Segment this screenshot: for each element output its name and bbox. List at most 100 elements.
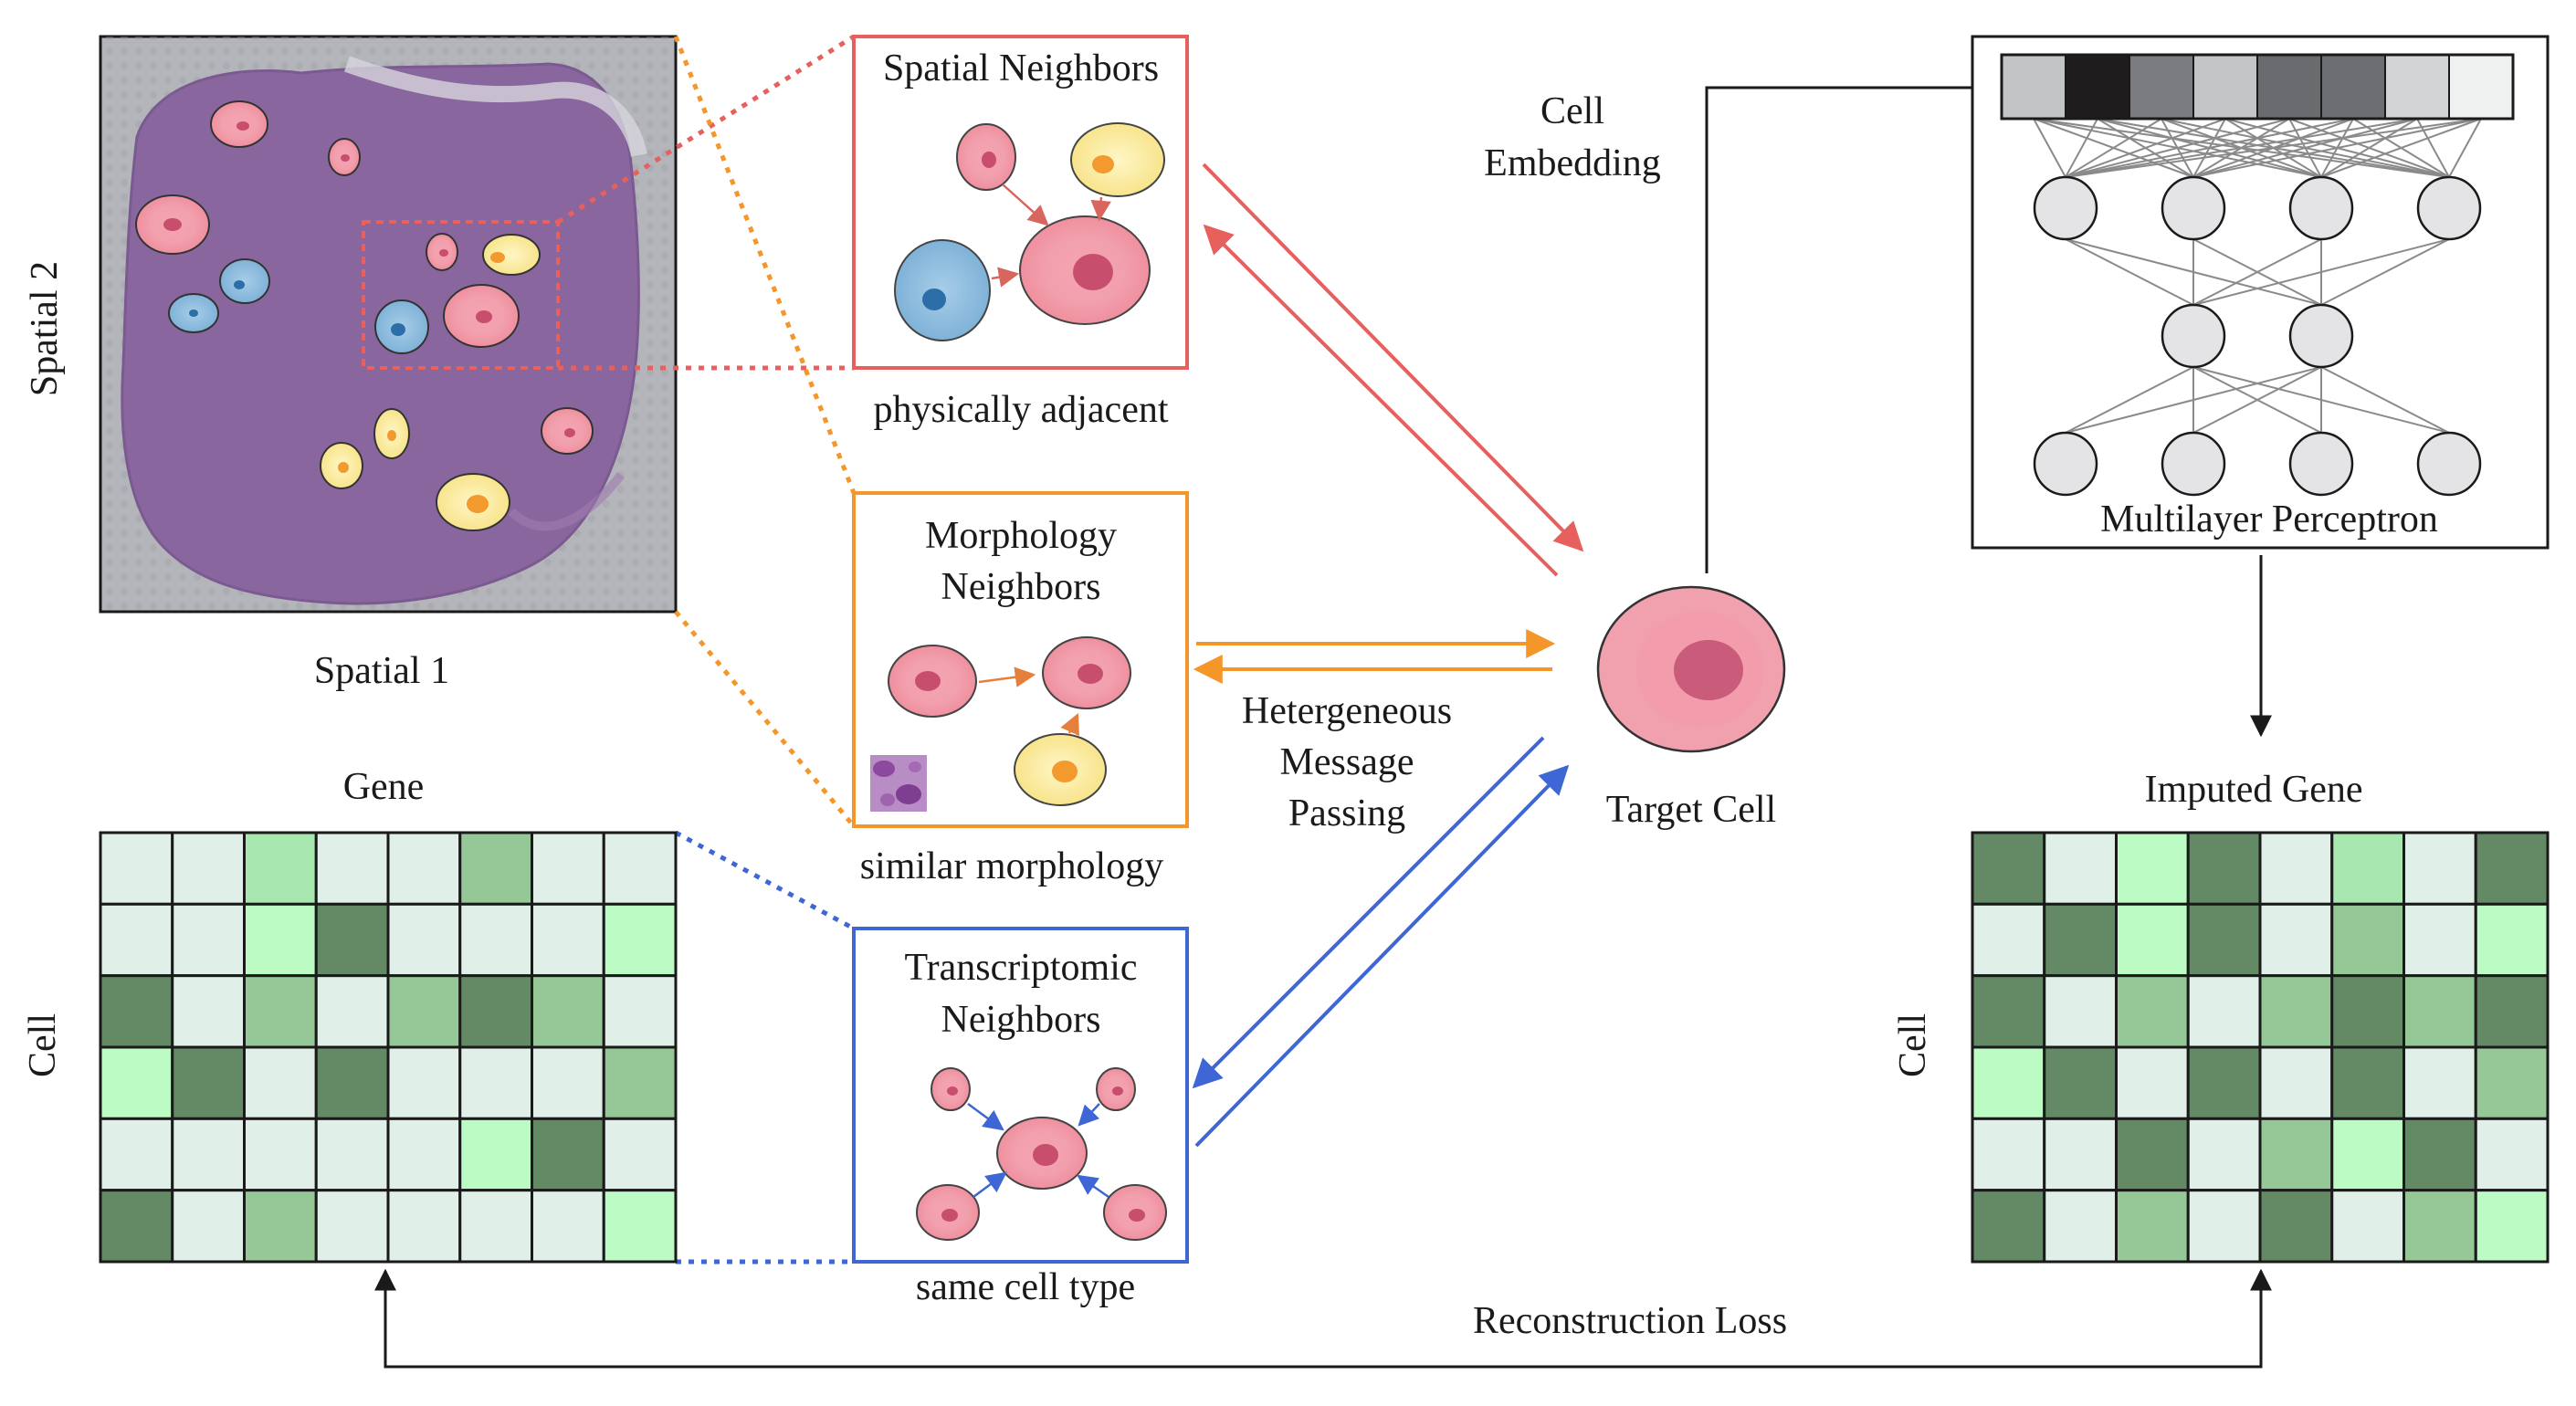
spatial-neighbor-cell-blue bbox=[894, 239, 991, 341]
reconstruction-loss-arrow-right bbox=[1278, 1268, 2272, 1369]
morphology-neighbors-panel: Morphology Neighbors bbox=[852, 491, 1189, 828]
imputed-matrix-cell-r2-c4 bbox=[2258, 974, 2334, 1049]
imputed-matrix-cell-r1-c0 bbox=[1971, 902, 2046, 978]
imputed-matrix-cell-r0-c5 bbox=[2330, 831, 2405, 906]
tissue-cell-yellow-3 bbox=[320, 442, 363, 489]
imputed-matrix-cell-r0-c7 bbox=[2474, 831, 2550, 906]
imputed-matrix-cell-r2-c3 bbox=[2186, 974, 2262, 1049]
tissue-cell-pink-6 bbox=[541, 407, 594, 455]
embedding-vector bbox=[2000, 53, 2515, 121]
gene-matrix-cell-r0-c4 bbox=[386, 831, 462, 906]
imputed-matrix-cell-r1-c3 bbox=[2186, 902, 2262, 978]
gene-matrix-cell-r4-c4 bbox=[386, 1117, 462, 1192]
tissue-cell-pink-3 bbox=[135, 194, 210, 255]
mlp-node-l2-2 bbox=[2288, 431, 2354, 497]
imputed-matrix-cell-r5-c2 bbox=[2115, 1189, 2190, 1264]
mlp-edge bbox=[2448, 118, 2482, 178]
imputed-matrix-cell-r5-c4 bbox=[2258, 1189, 2334, 1264]
imputed-matrix-row-label: Cell bbox=[1892, 1013, 1934, 1077]
gene-matrix-cell-r5-c1 bbox=[171, 1189, 246, 1264]
transcriptomic-neighbors-panel: Transcriptomic Neighbors bbox=[852, 927, 1189, 1264]
mlp-nodes bbox=[2033, 175, 2482, 497]
gene-matrix-cell-r0-c1 bbox=[171, 831, 246, 906]
tissue-cell-pink-2 bbox=[328, 138, 361, 176]
spatial-neighbors-panel: Spatial Neighbors bbox=[852, 35, 1189, 370]
gene-matrix-cell-r5-c7 bbox=[602, 1189, 678, 1264]
tissue-cell-pink-5 bbox=[443, 284, 520, 348]
imputed-matrix-cell-r2-c2 bbox=[2115, 974, 2190, 1049]
gene-matrix-cell-r1-c0 bbox=[99, 902, 174, 978]
spatial-neighbors-caption: physically adjacent bbox=[873, 389, 1168, 431]
morphology-neighbors-title-line1: Morphology bbox=[925, 515, 1117, 557]
spatial-neighbor-cell-pink bbox=[956, 123, 1016, 191]
embedding-label-line1: Cell bbox=[1540, 90, 1604, 132]
imputed-matrix-cell-r3-c5 bbox=[2330, 1045, 2405, 1120]
mlp-edge bbox=[2033, 118, 2066, 178]
gene-matrix-cell-r2-c1 bbox=[171, 974, 246, 1049]
gene-matrix bbox=[99, 831, 678, 1264]
imputed-matrix-cell-r0-c2 bbox=[2115, 831, 2190, 906]
embedding-arrow bbox=[1705, 77, 2000, 573]
mlp-edge bbox=[2320, 118, 2418, 178]
gene-matrix-cell-r4-c1 bbox=[171, 1117, 246, 1192]
transcriptomic-neighbor-cell-4 bbox=[1103, 1184, 1167, 1241]
imputed-matrix-cell-r3-c1 bbox=[2043, 1045, 2118, 1120]
mlp-edge bbox=[2065, 118, 2354, 178]
mlp-edge bbox=[2065, 118, 2482, 178]
mlp-edge bbox=[2192, 238, 2322, 306]
mlp-edge bbox=[2065, 118, 2162, 178]
embedding-vector-outline bbox=[2000, 53, 2515, 121]
imputed-matrix-cell-r5-c0 bbox=[1971, 1189, 2046, 1264]
morphology-neighbor-cell-1 bbox=[888, 645, 977, 718]
mlp-edge bbox=[2065, 118, 2226, 178]
mlp-edge bbox=[2192, 366, 2322, 434]
gene-matrix-cell-r5-c2 bbox=[243, 1189, 318, 1264]
gene-matrix-cell-r3-c5 bbox=[458, 1045, 533, 1120]
mlp-node-l0-1 bbox=[2161, 175, 2226, 241]
morphology-neighbor-cell-yellow bbox=[1014, 733, 1107, 806]
mlp-panel bbox=[1971, 35, 2550, 550]
gene-matrix-cell-r4-c7 bbox=[602, 1117, 678, 1192]
imputed-matrix-cell-r1-c5 bbox=[2330, 902, 2405, 978]
gene-matrix-cell-r2-c6 bbox=[531, 974, 605, 1049]
gene-matrix-cell-r2-c2 bbox=[243, 974, 318, 1049]
reconstruction-loss-label: Reconstruction Loss bbox=[1473, 1300, 1787, 1342]
embedding-cell-3 bbox=[2192, 54, 2258, 120]
imputed-matrix-cell-r0-c3 bbox=[2186, 831, 2262, 906]
transcriptomic-neighbor-target-cell bbox=[996, 1117, 1088, 1190]
gene-matrix-row-label: Cell bbox=[22, 1013, 64, 1077]
imputed-matrix-cell-r4-c4 bbox=[2258, 1117, 2334, 1192]
gene-matrix-cell-r1-c4 bbox=[386, 902, 462, 978]
tissue-axis-x-label: Spatial 1 bbox=[314, 650, 449, 692]
mlp-edge bbox=[2065, 238, 2194, 306]
imputed-matrix-cell-r2-c1 bbox=[2043, 974, 2118, 1049]
tissue-cell-blue-1 bbox=[219, 258, 270, 304]
message-passing-label-line3: Passing bbox=[1288, 792, 1405, 834]
imputed-matrix-cell-r3-c0 bbox=[1971, 1045, 2046, 1120]
mlp-edge bbox=[2065, 118, 2098, 178]
spatial-neighbors-title: Spatial Neighbors bbox=[883, 47, 1159, 89]
gene-matrix-cell-r0-c6 bbox=[531, 831, 605, 906]
imputed-matrix-cell-r3-c4 bbox=[2258, 1045, 2334, 1120]
message-passing-label-line1: Hetergeneous bbox=[1242, 690, 1452, 732]
imputed-matrix-cell-r1-c2 bbox=[2115, 902, 2190, 978]
gene-matrix-cell-r4-c5 bbox=[458, 1117, 533, 1192]
gene-matrix-cell-r4-c2 bbox=[243, 1117, 318, 1192]
gene-matrix-cell-r4-c3 bbox=[314, 1117, 390, 1192]
imputed-matrix-title: Imputed Gene bbox=[2144, 769, 2362, 811]
gene-matrix-title: Gene bbox=[343, 766, 425, 808]
gene-matrix-cell-r2-c4 bbox=[386, 974, 462, 1049]
mlp-node-l0-0 bbox=[2033, 175, 2098, 241]
morphology-neighbor-cell-2 bbox=[1042, 636, 1131, 709]
gene-matrix-cell-r2-c7 bbox=[602, 974, 678, 1049]
spatial-selection-box bbox=[362, 220, 560, 370]
imputed-matrix-cell-r5-c7 bbox=[2474, 1189, 2550, 1264]
mlp-node-l2-0 bbox=[2033, 431, 2098, 497]
mlp-label: Multilayer Perceptron bbox=[2100, 498, 2438, 540]
imputed-matrix-cell-r1-c6 bbox=[2403, 902, 2477, 978]
target-cell-label: Target Cell bbox=[1606, 789, 1776, 831]
gene-matrix-cell-r3-c4 bbox=[386, 1045, 462, 1120]
imputed-matrix-cell-r0-c1 bbox=[2043, 831, 2118, 906]
histology-patch bbox=[870, 755, 927, 812]
mlp-node-l2-1 bbox=[2161, 431, 2226, 497]
